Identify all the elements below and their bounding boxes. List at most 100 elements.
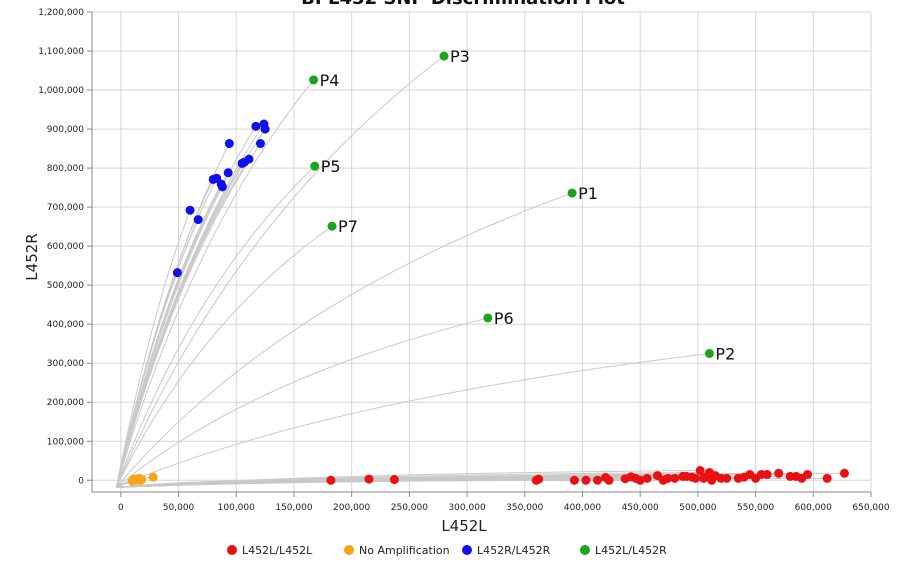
- legend-marker: [227, 545, 237, 555]
- x-tick-label: 50,000: [163, 503, 195, 513]
- data-point: [534, 474, 544, 484]
- x-tick-label: 650,000: [852, 503, 889, 513]
- data-point: [670, 473, 680, 483]
- y-tick-label: 300,000: [47, 359, 84, 369]
- y-axis-title: L452R: [23, 233, 41, 280]
- trajectory-curve: [116, 352, 710, 488]
- y-tick-label: 1,000,000: [38, 86, 84, 96]
- x-tick-label: 200,000: [333, 503, 370, 513]
- x-tick-label: 100,000: [218, 503, 255, 513]
- x-tick-label: 500,000: [679, 503, 716, 513]
- point-label: P2: [715, 344, 735, 363]
- data-point: [137, 475, 147, 485]
- y-tick-label: 400,000: [47, 320, 84, 330]
- data-point: [803, 469, 813, 479]
- data-point: [129, 474, 139, 484]
- data-point: [172, 268, 182, 278]
- x-tick-label: 150,000: [275, 503, 312, 513]
- x-tick-label: 250,000: [391, 503, 428, 513]
- trajectory-curve: [115, 158, 250, 488]
- legend-entry: L452L/L452R: [595, 544, 667, 557]
- x-tick-label: 0: [118, 503, 124, 513]
- legend-marker: [344, 545, 354, 555]
- data-point: [822, 473, 832, 483]
- point-label: P3: [450, 47, 470, 66]
- trajectory-curve: [115, 210, 191, 488]
- data-point: [389, 475, 399, 485]
- data-point: [310, 161, 320, 171]
- legend-marker: [462, 545, 472, 555]
- data-point: [193, 215, 203, 225]
- data-point: [244, 154, 254, 164]
- data-point: [309, 75, 319, 85]
- y-tick-label: 1,200,000: [38, 8, 84, 18]
- x-tick-label: 600,000: [795, 503, 832, 513]
- data-point: [635, 475, 645, 485]
- x-tick-label: 400,000: [564, 503, 601, 513]
- legend-entry: No Amplification: [359, 544, 450, 557]
- x-tick-label: 350,000: [506, 503, 543, 513]
- trajectory-curve: [116, 192, 573, 488]
- y-tick-label: 100,000: [47, 437, 84, 447]
- chart-title: BPL452 SNP Discrimination Plot: [301, 0, 625, 9]
- trajectory-curve: [115, 126, 257, 488]
- data-point: [326, 475, 336, 485]
- tick-labels: 0 50,000 100,000 150,000 200,000 250,000 300,0…: [38, 8, 890, 513]
- data-point: [439, 51, 449, 61]
- data-point: [581, 475, 591, 485]
- trajectory-curve: [115, 165, 316, 488]
- legend-marker: [580, 545, 590, 555]
- legend-entry: L452R/L452R: [477, 544, 551, 557]
- trajectory-curve: [115, 123, 265, 488]
- legend: L452L/L452L No Amplification L452R/L452R L4…: [227, 544, 667, 557]
- x-tick-label: 300,000: [448, 503, 485, 513]
- data-point: [255, 139, 265, 149]
- data-point: [224, 139, 234, 149]
- trajectory-curve: [115, 79, 314, 488]
- data-point: [567, 188, 577, 198]
- data-point: [148, 472, 158, 482]
- data-point: [722, 473, 732, 483]
- data-point: [642, 473, 652, 483]
- data-point: [762, 469, 772, 479]
- trajectory-curve: [115, 143, 230, 488]
- data-point: [691, 473, 701, 483]
- trajectory-curve: [115, 55, 445, 488]
- data-point: [327, 221, 337, 231]
- y-tick-label: 1,100,000: [38, 47, 84, 57]
- data-point: [604, 475, 614, 485]
- data-point: [592, 475, 602, 485]
- data-point: [839, 468, 849, 478]
- data-point: [223, 168, 233, 178]
- data-point: [483, 313, 493, 323]
- data-point: [704, 348, 714, 358]
- data-point: [569, 475, 579, 485]
- y-tick-label: 0: [78, 476, 84, 486]
- gridlines: [92, 11, 872, 492]
- data-point: [217, 182, 227, 192]
- y-tick-label: 200,000: [47, 398, 84, 408]
- point-label: P4: [320, 71, 340, 90]
- data-point: [695, 466, 705, 476]
- trajectory-curve: [116, 317, 488, 488]
- data-point: [185, 205, 195, 215]
- axes: [91, 12, 871, 493]
- trajectory-curve: [115, 225, 333, 488]
- data-point: [663, 473, 673, 483]
- point-label: P5: [321, 157, 341, 176]
- x-tick-label: 550,000: [737, 503, 774, 513]
- trajectory-curves: [115, 55, 845, 488]
- y-tick-label: 700,000: [47, 203, 84, 213]
- point-label: P1: [578, 184, 598, 203]
- x-tick-label: 450,000: [622, 503, 659, 513]
- y-tick-label: 500,000: [47, 281, 84, 291]
- y-tick-label: 900,000: [47, 125, 84, 135]
- data-point: [260, 124, 270, 134]
- data-point: [364, 474, 374, 484]
- data-point: [251, 121, 261, 131]
- point-label: P6: [494, 309, 514, 328]
- point-labels: P1 P2 P3 P4 P5 P6 P7: [320, 47, 736, 363]
- point-label: P7: [338, 217, 358, 236]
- data-point: [774, 468, 784, 478]
